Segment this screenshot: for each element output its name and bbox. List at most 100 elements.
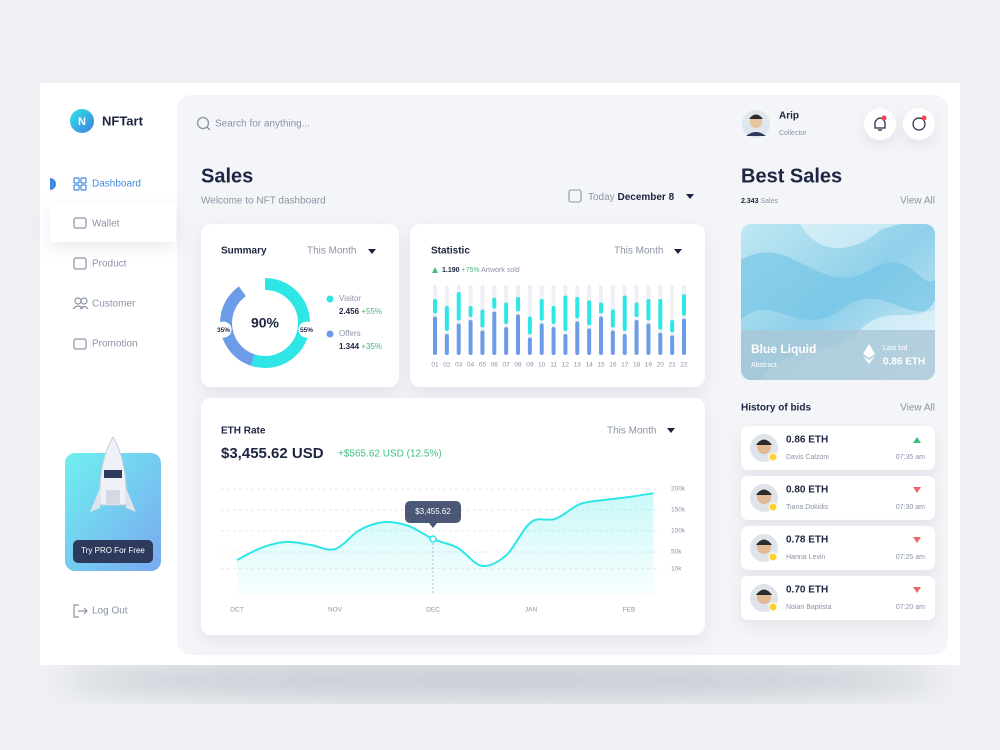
view-all[interactable]: View All <box>900 196 935 207</box>
art-swirl <box>741 252 935 320</box>
line-series <box>236 492 654 568</box>
chat-icon <box>912 117 926 131</box>
bar <box>527 337 532 355</box>
bar <box>504 302 509 324</box>
bid-card[interactable] <box>741 426 935 470</box>
y-tick-label: 10k <box>671 566 682 573</box>
bid-time: 07:30 am <box>896 504 925 511</box>
x-tick-label: 18 <box>633 362 641 369</box>
bidder-name: Davis Calzoni <box>786 454 829 461</box>
sales-subtitle: Welcome to NFT dashboard <box>201 196 326 207</box>
x-tick-label: FEB <box>623 607 636 614</box>
user-name: Arip <box>779 111 799 122</box>
logo-letter: N <box>78 116 86 128</box>
period-select[interactable]: This Month <box>307 246 356 257</box>
bid-label: Last bid <box>883 345 908 352</box>
promo-button-label: Try PRO For Free <box>81 546 145 555</box>
art-caption-band <box>741 330 935 380</box>
date-selector[interactable]: Today December 8 <box>588 192 675 203</box>
bar <box>610 309 615 328</box>
eth-change: +$565.62 USD (12.5%) <box>338 449 442 460</box>
bid-time: 07:25 am <box>896 554 925 561</box>
x-tick-label: 15 <box>597 362 605 369</box>
caret[interactable] <box>667 428 675 433</box>
period-select[interactable]: This Month <box>607 426 656 437</box>
x-tick-label: OCT <box>230 607 244 614</box>
caret[interactable] <box>674 249 682 254</box>
message-button[interactable] <box>903 108 935 140</box>
tooltip <box>405 500 461 523</box>
bar <box>480 309 485 328</box>
featured-art[interactable] <box>741 224 935 380</box>
bar-chart: 01 02 03 04 05 06 07 08 09 10 11 12 13 14 15 16 17 18 19 20… <box>431 285 688 369</box>
brand-name: NFTart <box>102 113 144 128</box>
bid-card[interactable] <box>741 576 935 620</box>
bar <box>646 323 651 355</box>
bid-amount: 0.80 ETH <box>786 485 828 496</box>
x-tick-label: 21 <box>669 362 677 369</box>
bid-time: 07:35 am <box>896 454 925 461</box>
nav-item[interactable]: Wallet <box>92 219 120 230</box>
bar <box>527 316 532 335</box>
caret[interactable] <box>686 194 694 199</box>
x-tick-label: 22 <box>680 362 688 369</box>
sales-count: 2.343 Sales <box>741 198 778 205</box>
value-label: 35% <box>217 327 230 334</box>
y-tick-label: 200k <box>671 486 686 493</box>
bar <box>575 321 580 355</box>
sales-title: Sales <box>201 165 253 187</box>
bar <box>516 314 520 355</box>
x-tick-label: 11 <box>550 362 557 369</box>
eth-price: $3,455.62 USD <box>221 445 324 462</box>
legend-dot <box>326 330 334 338</box>
line-chart: 10k 50k 100k 150k 200k OCT NOV DEC JAN FEB $3,455.… <box>221 486 686 614</box>
card-title: Statistic <box>431 246 470 257</box>
bar <box>492 297 497 309</box>
bar <box>468 320 473 355</box>
bar <box>622 295 627 331</box>
count-label: Sales <box>760 198 778 205</box>
legend-dot <box>326 295 334 303</box>
date-prefix: Today <box>588 192 615 203</box>
bar <box>433 299 437 314</box>
x-tick-label: 13 <box>574 362 582 369</box>
eth-icon <box>863 344 875 364</box>
nav-item[interactable]: Product <box>92 259 127 270</box>
promo-button[interactable] <box>73 540 153 563</box>
y-tick-label: 100k <box>671 528 686 535</box>
x-tick-label: 17 <box>621 362 629 369</box>
y-tick-label: 150k <box>671 507 686 514</box>
x-tick-label: 19 <box>645 362 653 369</box>
bar <box>551 306 556 324</box>
notification-button[interactable] <box>864 108 896 140</box>
caret[interactable] <box>368 249 376 254</box>
search-input[interactable]: Search for anything... <box>215 119 310 130</box>
bar <box>682 294 686 316</box>
bar <box>599 316 603 355</box>
legend-amount: 2.456 <box>339 307 360 316</box>
view-all[interactable]: View All <box>900 403 935 414</box>
nav-item[interactable]: Dashboard <box>92 179 141 190</box>
icon-customer <box>72 297 89 310</box>
legend-value: 2.456 +55% <box>339 307 382 316</box>
x-tick-label: 04 <box>467 362 475 369</box>
x-tick-label: 16 <box>609 362 617 369</box>
period-select[interactable]: This Month <box>614 246 663 257</box>
bar <box>563 334 568 355</box>
nav-item[interactable]: Customer <box>92 299 136 310</box>
bar <box>622 334 627 355</box>
stat-note: Artwork sold <box>481 267 520 274</box>
bar <box>682 318 686 355</box>
bid-card[interactable] <box>741 526 935 570</box>
bid-card[interactable] <box>741 476 935 520</box>
logo[interactable] <box>70 109 94 133</box>
stat-change: +75% <box>461 267 479 274</box>
x-tick-label: 12 <box>562 362 570 369</box>
stat-line: 1.190 +75% Artwork sold <box>442 267 520 274</box>
x-tick-label: 07 <box>503 362 511 369</box>
bar <box>610 330 615 355</box>
nav-item[interactable]: Promotion <box>92 339 138 350</box>
logout[interactable]: Log Out <box>92 606 128 617</box>
bar <box>504 327 509 355</box>
